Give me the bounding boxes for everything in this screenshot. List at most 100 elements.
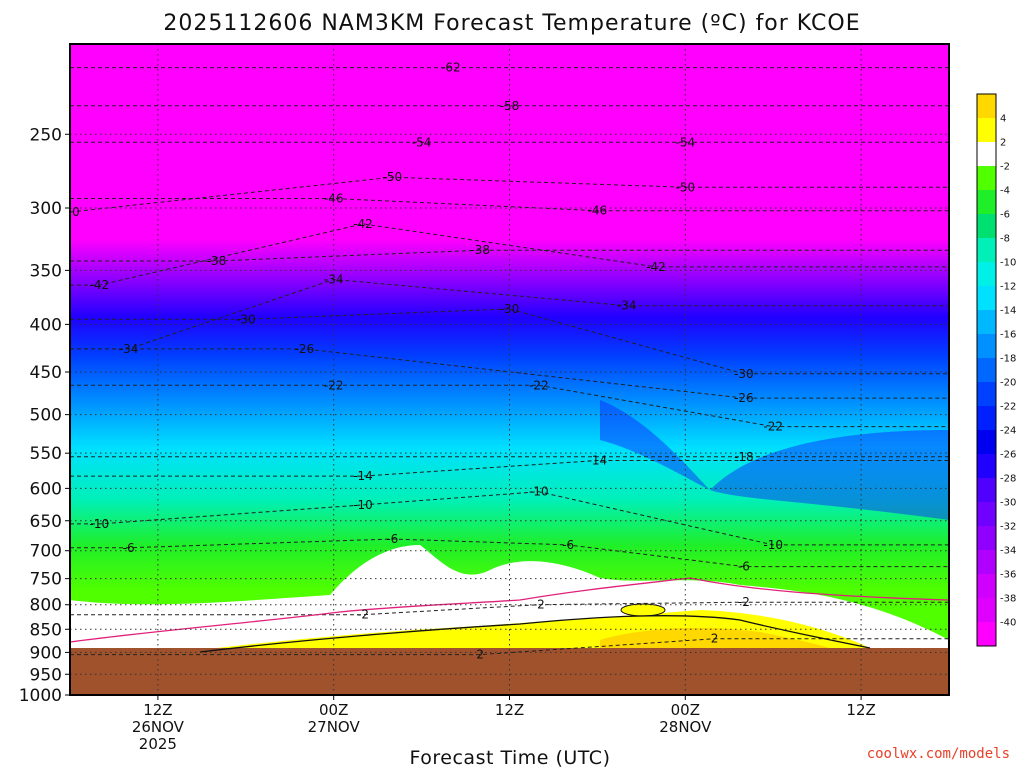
isotherm-line (70, 249, 949, 262)
credit-text: coolwx.com/models (867, 746, 1010, 762)
isotherm-label: -30 (236, 312, 256, 326)
isotherm-label: -6 (123, 541, 135, 555)
colorbar-swatch (977, 598, 996, 623)
colorbar-label: -18 (1000, 354, 1016, 365)
isotherm-label: -10 (529, 485, 549, 499)
y-axis: 250 300 350 400 450 500 550 600 650 700 750 800 850 9… (19, 125, 70, 706)
surface-isotherm-line (199, 614, 871, 653)
isotherm-label: -30 (500, 302, 520, 316)
isotherm-label: -22 (529, 378, 549, 392)
x-tick-label: 12Z (495, 701, 524, 719)
colorbar-swatch (977, 310, 996, 335)
x-tick-label: 28NOV (659, 718, 712, 736)
x-axis-label: Forecast Time (UTC) (410, 747, 611, 768)
y-tick-label: 400 (30, 315, 62, 335)
colorbar-label: 4 (1000, 114, 1006, 125)
y-tick-label: 650 (30, 512, 62, 532)
colorbar-label: -34 (1000, 546, 1016, 557)
colorbar-label: -14 (1000, 306, 1016, 317)
isotherm-label: -26 (734, 391, 754, 405)
isotherm-line (70, 601, 949, 616)
isotherm-label: -14 (588, 453, 608, 467)
isotherm-label: -10 (763, 538, 783, 552)
isotherm-label: -62 (441, 61, 461, 75)
isotherm-line (70, 176, 949, 213)
isotherm-label: -18 (734, 450, 754, 464)
colorbar-swatch (977, 190, 996, 215)
above-freezing-core (600, 627, 830, 648)
isotherm-line (70, 491, 949, 546)
colorbar-label: -12 (1000, 282, 1016, 293)
x-tick-label: 00Z (671, 701, 700, 719)
colorbar-swatch (977, 382, 996, 407)
colorbar-label: -8 (1000, 234, 1010, 245)
isotherm-label: -14 (353, 469, 373, 483)
colorbar-label: -4 (1000, 186, 1010, 197)
colorbar-swatch (977, 622, 996, 647)
isotherm-label: -22 (324, 378, 344, 392)
isotherm-label: -42 (353, 217, 373, 231)
isotherm-label: -10 (89, 517, 109, 531)
y-tick-label: 850 (30, 620, 62, 640)
colorbar-label: -30 (1000, 498, 1016, 509)
isotherm-lines (70, 67, 949, 656)
chart-title: 2025112606 NAM3KM Forecast Temperature (… (163, 11, 860, 36)
isotherm-label: -46 (588, 204, 608, 218)
grid-lines (70, 44, 949, 695)
isotherm-label: -54 (412, 135, 432, 149)
colorbar-frame (976, 93, 997, 647)
colorbar-label: -10 (1000, 258, 1016, 269)
isotherm-label: -46 (324, 191, 344, 205)
isotherm-label: -54 (675, 135, 695, 149)
isotherm-line (70, 223, 949, 286)
colorbar-label: -38 (1000, 594, 1016, 605)
isotherm-label: -34 (119, 342, 139, 356)
x-tick-label: 26NOV (132, 718, 185, 736)
isotherm-labels: -62-58-54 -54-50-50-50-46-46-42-42-42-38-… (60, 61, 783, 662)
x-tick-label: 12Z (846, 701, 875, 719)
colorbar-label: -20 (1000, 378, 1016, 389)
isotherm-line (70, 384, 949, 428)
colorbar-swatch (977, 142, 996, 167)
isotherm-line (70, 460, 949, 477)
isotherm-label: -22 (763, 420, 783, 434)
colorbar-swatch (977, 430, 996, 455)
y-tick-label: 250 (30, 125, 62, 145)
y-tick-label: 900 (30, 643, 62, 663)
colorbar-label: -28 (1000, 474, 1016, 485)
colorbar-swatch (977, 454, 996, 479)
isotherm-line (70, 198, 949, 212)
colorbar-label: -6 (1000, 210, 1010, 221)
y-tick-label: 300 (30, 199, 62, 219)
x-tick-label: 12Z (143, 701, 172, 719)
y-tick-label: 950 (30, 665, 62, 685)
isotherm-label: -2 (357, 608, 369, 622)
isotherm-label: -26 (295, 342, 315, 356)
colorbar-swatch (977, 214, 996, 239)
y-tick-label: 450 (30, 363, 62, 383)
colorbar-label: -40 (1000, 618, 1016, 629)
colorbar-swatch (977, 118, 996, 143)
isotherm-label: -50 (60, 205, 80, 219)
isotherm-label: 2 (476, 648, 484, 662)
isotherm-label: -34 (617, 299, 637, 313)
colorbar: 4 2 -2 -4 -6 -8 -10 -12 -14 -16 -18 -20 -22 -24 -26 -28… (976, 93, 1016, 647)
cold-dip-shading (600, 400, 949, 520)
colorbar-swatch (977, 286, 996, 311)
colorbar-label: -36 (1000, 570, 1016, 581)
isotherm-label: -58 (500, 99, 520, 113)
isotherm-label: -50 (382, 170, 402, 184)
colorbar-swatch (977, 238, 996, 263)
colorbar-swatch (977, 358, 996, 383)
colorbar-swatch (977, 502, 996, 527)
colorbar-label: -16 (1000, 330, 1016, 341)
x-tick-label: 27NOV (308, 718, 361, 736)
isotherm-label: -34 (324, 272, 344, 286)
isotherm-label: -2 (533, 598, 545, 612)
y-tick-label: 550 (30, 444, 62, 464)
colorbar-label: -22 (1000, 402, 1016, 413)
isotherm-label: -50 (675, 180, 695, 194)
colorbar-swatch (977, 574, 996, 599)
